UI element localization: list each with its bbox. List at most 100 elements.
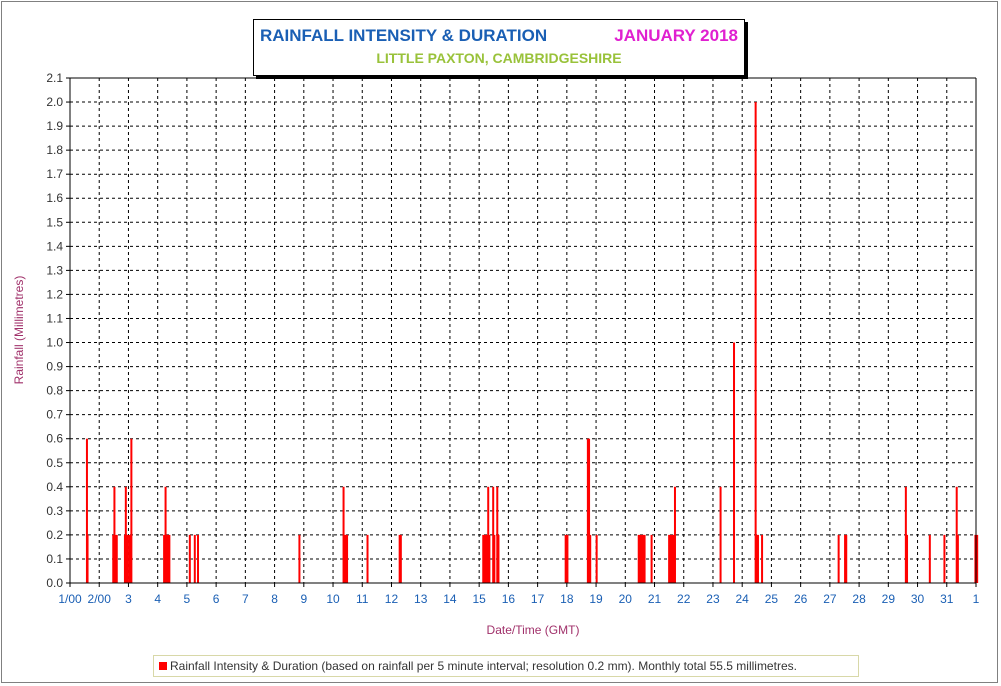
rainfall-bar [366,534,369,583]
rainfall-bar [115,534,118,583]
rainfall-bar [398,534,401,583]
x-tick-label: 6 [213,592,220,606]
rainfall-bar [650,534,653,583]
rainfall-bar [482,534,485,583]
rainfall-bar [164,486,167,583]
x-tick-label: 17 [531,592,545,606]
rainfall-bar [673,486,676,583]
x-tick-label: 31 [940,592,954,606]
x-tick-label: 25 [765,592,779,606]
rainfall-bar [487,486,490,583]
rainfall-bar [588,438,591,583]
y-tick-label: 1.4 [46,239,63,253]
rainfall-bar [640,534,643,583]
x-tick-label: 13 [414,592,428,606]
rainfall-bar [756,534,759,583]
y-tick-label: 2.1 [46,71,63,85]
x-tick-label: 23 [706,592,720,606]
axes [66,77,977,587]
rainfall-bar [904,486,907,583]
rainfall-bar [641,534,644,583]
y-tick-labels: 0.0 0.1 0.2 0.3 0.4 0.5 0.6 0.7 0.8 0.9 1.0 1.1 1.2 1… [46,71,63,590]
y-tick-label: 0.6 [46,432,63,446]
rainfall-bar [125,534,128,583]
x-tick-label: 20 [619,592,633,606]
x-tick-label: 8 [271,592,278,606]
x-tick-label: 19 [589,592,603,606]
x-tick-label: 30 [911,592,925,606]
x-tick-label: 2/00 [88,592,112,606]
rainfall-bar [497,534,500,583]
x-tick-label: 12 [385,592,399,606]
y-tick-label: 1.6 [46,191,63,205]
rainfall-bar [642,534,645,583]
y-tick-label: 1.7 [46,167,63,181]
rainfall-bar [85,438,88,583]
y-tick-label: 0.5 [46,456,63,470]
x-tick-label: 27 [823,592,837,606]
rainfall-bar [637,534,640,583]
rainfall-bar [128,534,131,583]
rainfall-bar [595,534,598,583]
rainfall-bar [943,534,946,583]
x-tick-label: 24 [736,592,750,606]
legend: Rainfall Intensity & Duration (based on … [153,655,859,677]
x-tick-label: 4 [154,592,161,606]
rainfall-bar [754,102,757,584]
rainfall-bar [165,534,168,583]
rainfall-bar [643,534,646,583]
rainfall-bar [168,534,171,583]
chart-title-box: RAINFALL INTENSITY & DURATION JANUARY 20… [253,19,745,76]
x-tick-label: 5 [184,592,191,606]
y-tick-label: 0.3 [46,504,63,518]
rainfall-bar [166,534,169,583]
rainfall-bar [188,534,191,583]
chart-title: RAINFALL INTENSITY & DURATION [260,26,548,45]
y-axis-label: Rainfall (Millimetres) [12,276,26,385]
x-tick-label: 10 [326,592,340,606]
y-tick-label: 1.5 [46,215,63,229]
rainfall-bar [488,534,491,583]
rainfall-bar [193,534,196,583]
x-tick-label: 14 [443,592,457,606]
y-tick-label: 1.1 [46,311,63,325]
rainfall-bar [113,486,116,583]
rainfall-bar [344,534,347,583]
rainfall-bar [976,534,979,583]
x-tick-label: 7 [242,592,249,606]
rainfall-bar [586,438,589,583]
rainfall-bar [163,534,166,583]
y-tick-label: 0.8 [46,384,63,398]
rainfall-bar [86,534,89,583]
rainfall-bar [343,534,346,583]
rainfall-bar [956,534,959,583]
rainfall-bar [126,534,129,583]
y-tick-label: 1.8 [46,143,63,157]
rainfall-bar [114,534,117,583]
rainfall-bar [130,438,133,583]
rainfall-bar [112,534,115,583]
x-tick-label: 3 [125,592,132,606]
x-tick-label: 1 [973,592,980,606]
grid-lines [70,77,977,583]
rainfall-bar [974,534,977,583]
y-tick-label: 0.1 [46,552,63,566]
x-tick-label: 11 [356,592,369,606]
rainfall-bar [671,534,674,583]
y-tick-label: 0.0 [46,576,63,590]
chart-title-date: JANUARY 2018 [614,26,738,45]
x-tick-label: 16 [502,592,516,606]
x-tick-label: 22 [677,592,691,606]
x-tick-label: 29 [882,592,896,606]
rainfall-bar [483,534,486,583]
x-tick-label: 28 [852,592,866,606]
y-tick-label: 1.0 [46,336,63,350]
x-tick-label: 21 [648,592,662,606]
x-tick-label: 18 [560,592,574,606]
x-axis-label: Date/Time (GMT) [487,623,580,637]
rainfall-bar [761,534,764,583]
legend-swatch [159,662,167,670]
rainfall-bar [493,534,496,583]
rainfall-bar [928,534,931,583]
rainfall-bar [346,534,349,583]
